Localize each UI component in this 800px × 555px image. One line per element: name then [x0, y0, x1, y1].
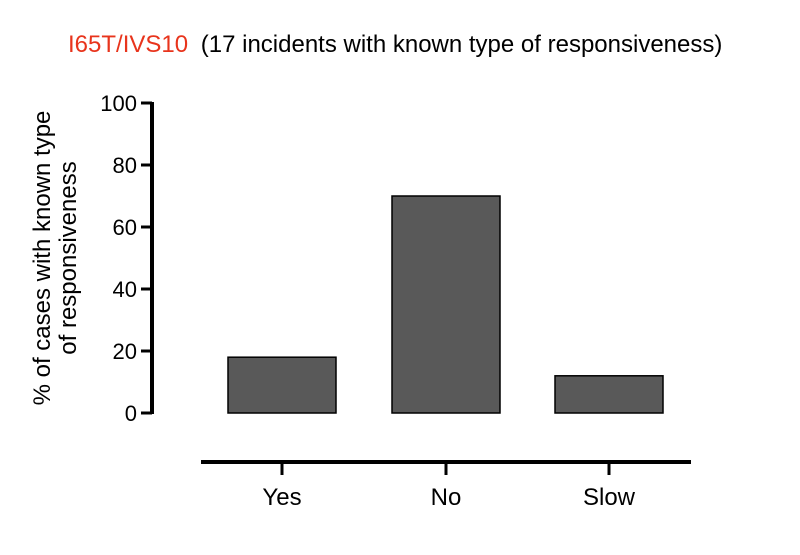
y-axis-label-line-1: % of cases with known type — [29, 111, 56, 406]
chart-title: I65T/IVS10 (17 incidents with known type… — [68, 31, 722, 58]
chart-title-rest: (17 incidents with known type of respons… — [201, 31, 723, 58]
y-tick-label: 80 — [113, 153, 137, 178]
y-tick-label: 100 — [100, 91, 137, 116]
y-tick-label: 40 — [113, 277, 137, 302]
y-axis-label: % of cases with known type of responsive… — [29, 111, 82, 406]
bar-yes — [227, 356, 337, 414]
bar-slow — [554, 375, 664, 414]
bars — [227, 195, 664, 414]
x-tick-label-slow: Slow — [583, 484, 636, 511]
chart-title-highlight: I65T/IVS10 — [68, 31, 188, 58]
x-tick-label-yes: Yes — [262, 484, 301, 511]
y-tick-label: 60 — [113, 215, 137, 240]
y-tick-label: 20 — [113, 339, 137, 364]
x-tick-label-no: No — [431, 484, 462, 511]
x-axis: Yes No Slow — [201, 460, 691, 511]
y-tick-label: 0 — [125, 401, 137, 426]
y-axis-label-line-2: of responsiveness — [55, 161, 82, 354]
y-axis: 0 20 40 60 80 100 — [100, 91, 154, 426]
bar-no — [391, 195, 501, 414]
